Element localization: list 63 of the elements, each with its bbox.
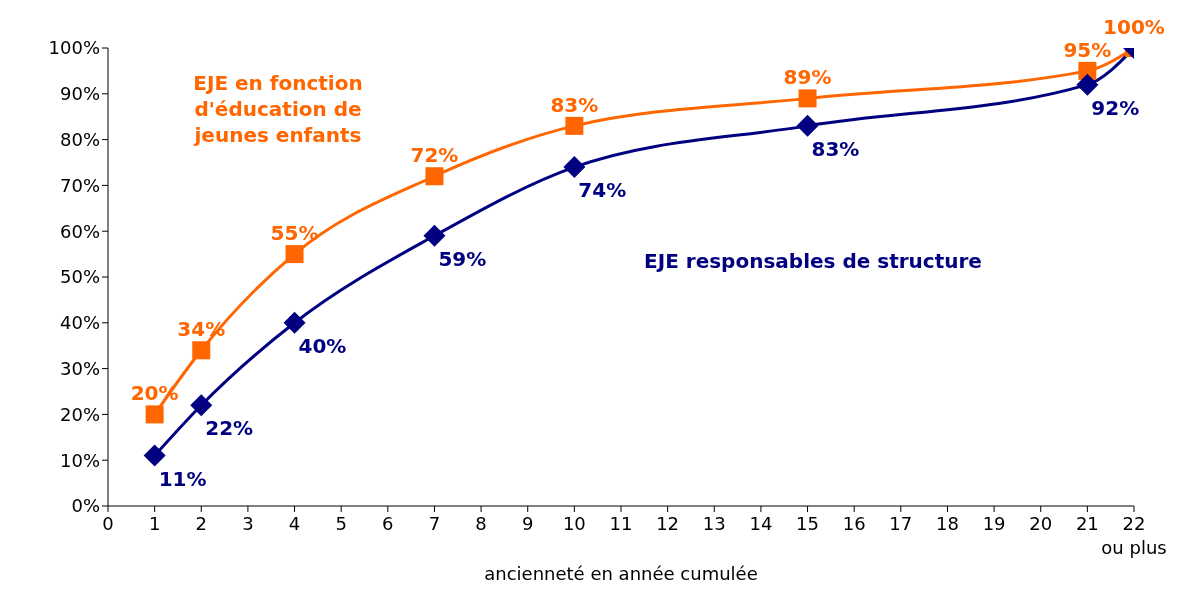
y-tick-label: 30% [59,357,100,379]
point [425,167,444,186]
data-label: 40% [298,333,347,358]
x-tick-label: 3 [242,513,254,534]
y-tick-label: 50% [59,266,100,288]
point [145,405,164,424]
data-label: 83% [550,92,599,117]
x-tick-label: 12 [656,513,680,534]
x-tick-label: 16 [842,513,866,534]
data-label: 22% [205,416,254,441]
point [285,245,304,264]
x-tick-label: 5 [335,513,347,534]
x-tick-label: 15 [796,513,819,534]
data-label: 74% [578,178,627,203]
x-tick-label: 21 [1075,513,1099,534]
x-tick-label: 1 [148,513,161,534]
x-tick-label: 14 [749,513,773,534]
point [190,394,213,417]
point [798,89,817,108]
y-tick-label: 90% [59,83,100,105]
data-label: 83% [811,136,860,161]
y-tick-label: 100% [48,37,100,59]
point [563,156,586,179]
x-tick-label: 2 [195,513,207,534]
data-label: 55% [270,221,319,246]
x-tick-label: 0 [102,513,114,534]
y-tick-label: 80% [59,128,100,150]
data-label: 100% [1103,15,1165,39]
x-tick-label: 18 [936,513,959,534]
y-tick-label: 70% [59,174,100,196]
y-tick-label: 60% [59,220,100,242]
point [423,224,446,247]
point [192,341,211,360]
data-label: 89% [783,65,832,90]
data-label: 59% [438,246,487,271]
x-tick-label: 4 [288,513,301,534]
point [565,116,584,135]
x-tick-label: 8 [475,513,487,534]
x-axis-title: ancienneté en année cumulée [484,563,758,584]
data-label: 92% [1091,95,1140,120]
text: EJE en fonction d'éducation de jeunes enfants [192,70,364,148]
x-tick-label: 6 [382,513,394,534]
point [1076,73,1099,96]
point [796,114,819,137]
y-tick-label: 0% [71,495,100,517]
x-tick-label: 20 [1029,513,1053,534]
y-tick-label: 20% [59,403,100,425]
data-label: 95% [1063,37,1112,62]
x-tick-label: 19 [982,513,1006,534]
text: EJE responsables de structure [643,248,983,274]
x-tick-label: 17 [889,513,913,534]
point [283,311,306,334]
x-tick-label: 7 [428,513,441,534]
x-tick-label: 10 [562,513,586,534]
x-tick-label: 22 ou plus [1101,513,1167,558]
x-tick-label: 11 [609,513,633,534]
y-tick-label: 40% [59,312,100,334]
data-label: 72% [410,143,459,168]
y-tick-label: 10% [59,449,100,471]
x-tick-label: 9 [522,513,534,534]
x-tick-label: 13 [702,513,726,534]
point [143,444,166,467]
data-label: 11% [158,466,207,491]
